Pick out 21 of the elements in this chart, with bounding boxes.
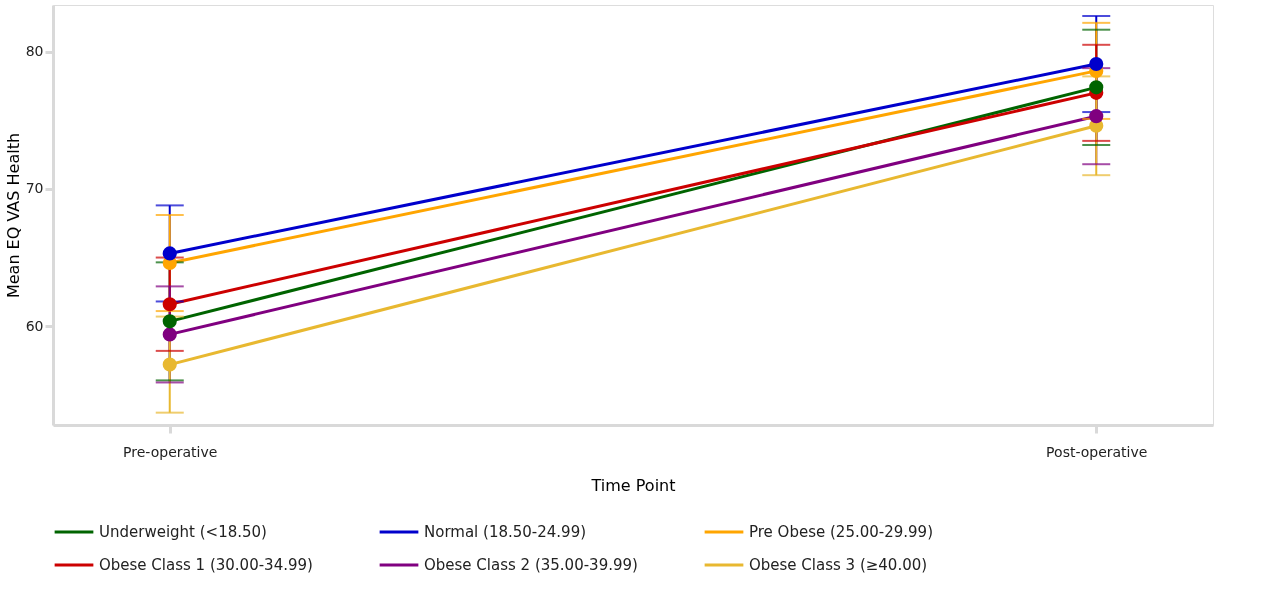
y-tick-label: 70 bbox=[25, 180, 44, 197]
x-axis-title: Time Point bbox=[590, 475, 676, 495]
legend-label: Obese Class 2 (35.00-39.99) bbox=[424, 556, 638, 574]
point bbox=[1089, 109, 1104, 124]
point bbox=[1089, 80, 1104, 95]
point bbox=[162, 357, 177, 372]
point bbox=[162, 297, 177, 312]
x-tick-label: Pre-operative bbox=[123, 443, 218, 460]
y-tick-label: 80 bbox=[25, 43, 44, 60]
legend-label: Normal (18.50-24.99) bbox=[424, 523, 587, 541]
point bbox=[162, 246, 177, 261]
legend-label: Obese Class 3 (≥40.00) bbox=[749, 556, 928, 574]
legend-label: Obese Class 1 (30.00-34.99) bbox=[99, 556, 313, 574]
y-tick-label: 60 bbox=[25, 317, 44, 334]
x-tick-label: Post-operative bbox=[1046, 443, 1148, 460]
y-axis-title: Mean EQ VAS Health bbox=[3, 132, 23, 299]
point bbox=[162, 327, 177, 342]
legend-label: Underweight (<18.50) bbox=[99, 523, 267, 541]
point bbox=[162, 314, 177, 329]
legend-label: Pre Obese (25.00-29.99) bbox=[749, 523, 933, 541]
point bbox=[1089, 56, 1104, 72]
